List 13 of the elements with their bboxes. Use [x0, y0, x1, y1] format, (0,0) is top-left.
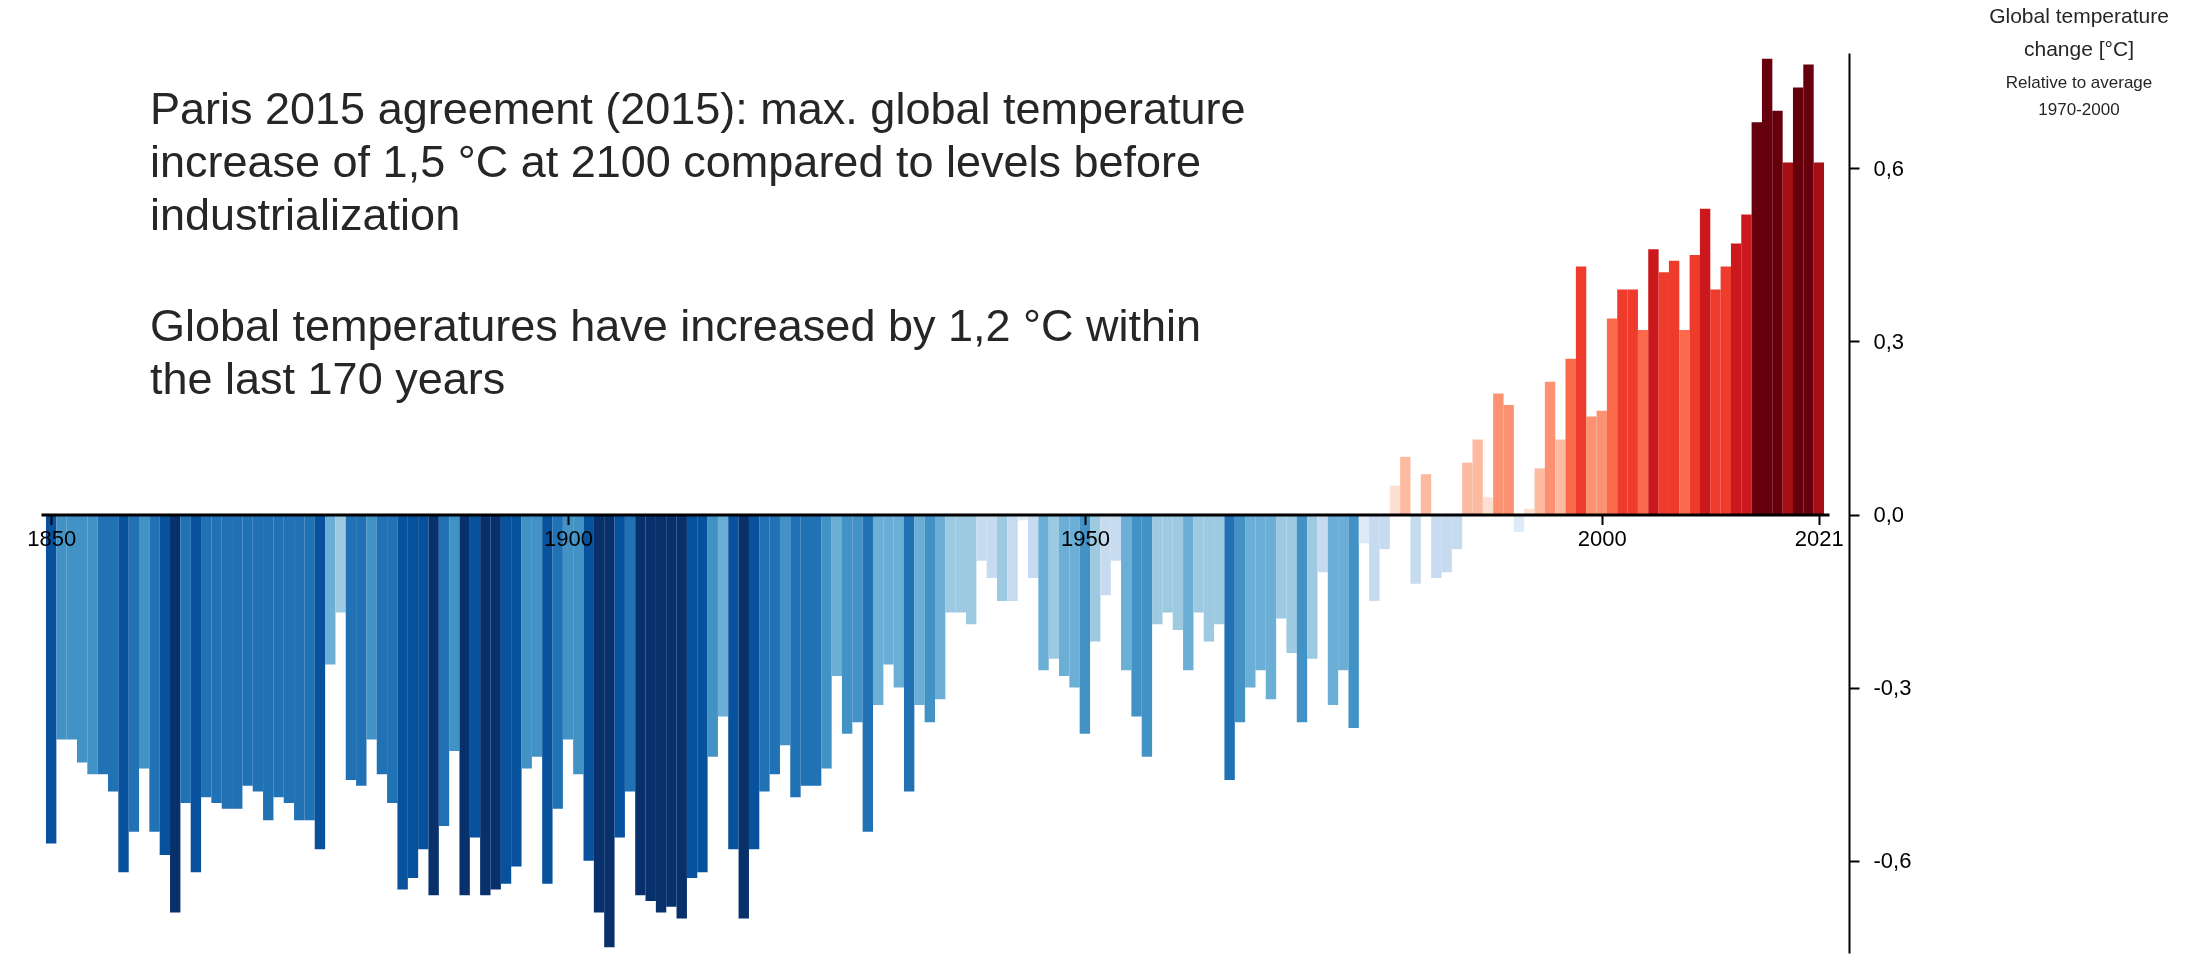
x-tick-label: 2000 [1577, 526, 1627, 552]
annotation: Global temperatures have increased by 1,2 °C within the last 170 years [150, 300, 1202, 404]
y-tick-label: 0,3 [1873, 328, 1905, 354]
text: Relative to average 1970-2000 [2005, 73, 2153, 119]
y-tick-label: 0,6 [1873, 155, 1905, 181]
x-tick-label: 1900 [544, 526, 594, 552]
y-axis-title: Global temperature change [°C] [1989, 4, 2169, 60]
x-tick-label: 1950 [1060, 526, 1110, 552]
y-tick-label: -0,6 [1873, 848, 1912, 874]
y-tick-label: -0,3 [1873, 675, 1912, 701]
y-tick-label: 0,0 [1873, 502, 1905, 528]
x-tick-label: 2021 [1794, 526, 1844, 552]
annotation: Paris 2015 agreement (2015): max. global temperature increase of 1,5 °C at 2100 compared to levels before industrialization [150, 83, 1246, 240]
